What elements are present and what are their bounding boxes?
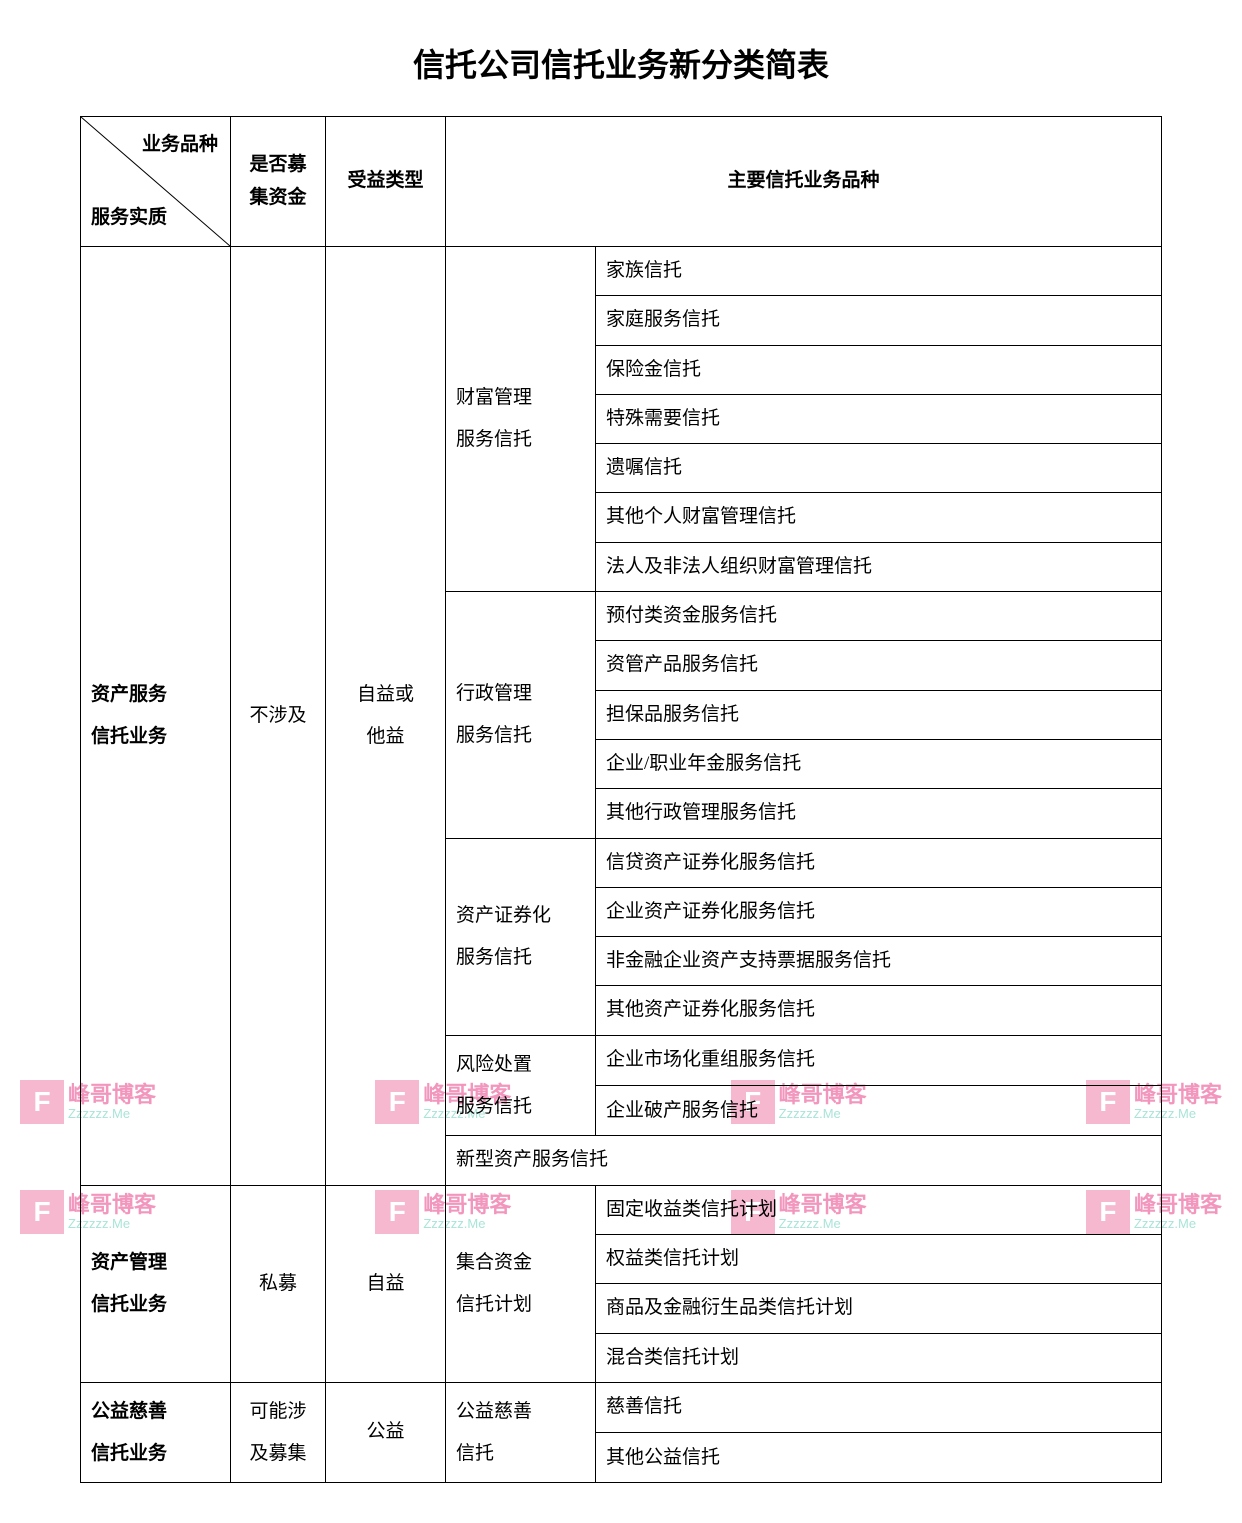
section1-ben-l2: 他益 (336, 716, 435, 758)
item-cell: 预付类资金服务信托 (596, 592, 1162, 641)
section2-name: 资产管理 信托业务 (81, 1185, 231, 1382)
page-title: 信托公司信托业务新分类简表 (80, 40, 1162, 86)
section3-group-label: 公益慈善 信托 (446, 1382, 596, 1483)
section3-funding-l2: 及募集 (241, 1433, 315, 1475)
item-cell: 权益类信托计划 (596, 1234, 1162, 1283)
item-cell: 保险金信托 (596, 345, 1162, 394)
section1-group1-label: 行政管理 服务信托 (446, 592, 596, 838)
item-cell: 其他公益信托 (596, 1433, 1162, 1483)
item-cell: 家族信托 (596, 247, 1162, 296)
item-cell: 担保品服务信托 (596, 690, 1162, 739)
group-label: 服务信托 (456, 715, 585, 757)
group-label: 服务信托 (456, 1086, 585, 1128)
group-label: 公益慈善 (456, 1391, 585, 1433)
item-cell: 混合类信托计划 (596, 1333, 1162, 1382)
group-label: 行政管理 (456, 673, 585, 715)
header-col2: 是否募集资金 (231, 117, 326, 247)
section3-beneficiary: 公益 (326, 1382, 446, 1483)
section1-group0-label: 财富管理 服务信托 (446, 247, 596, 592)
group-label: 财富管理 (456, 377, 585, 419)
group-label: 集合资金 (456, 1242, 585, 1284)
section1-newtype: 新型资产服务信托 (446, 1136, 1162, 1185)
section1-beneficiary: 自益或 他益 (326, 247, 446, 1186)
header-col3: 受益类型 (326, 117, 446, 247)
group-label: 信托 (456, 1433, 585, 1475)
section2-name-l1: 资产管理 (91, 1242, 220, 1284)
section1-group3-label: 风险处置 服务信托 (446, 1035, 596, 1136)
section2-name-l2: 信托业务 (91, 1284, 220, 1326)
item-cell: 特殊需要信托 (596, 394, 1162, 443)
item-cell: 其他资产证券化服务信托 (596, 986, 1162, 1035)
item-cell: 企业/职业年金服务信托 (596, 739, 1162, 788)
item-cell: 资管产品服务信托 (596, 641, 1162, 690)
item-cell: 其他行政管理服务信托 (596, 789, 1162, 838)
group-label: 服务信托 (456, 419, 585, 461)
table-row: 资产管理 信托业务 私募 自益 集合资金 信托计划 固定收益类信托计划 (81, 1185, 1162, 1234)
watermark-logo-icon: F (20, 1190, 64, 1234)
item-cell: 信贷资产证券化服务信托 (596, 838, 1162, 887)
group-label: 资产证券化 (456, 895, 585, 937)
item-cell: 企业破产服务信托 (596, 1086, 1162, 1136)
group-label: 信托计划 (456, 1284, 585, 1326)
section3-funding: 可能涉 及募集 (231, 1382, 326, 1483)
section2-group-label: 集合资金 信托计划 (446, 1185, 596, 1382)
header-diagonal-cell: 业务品种 服务实质 (81, 117, 231, 247)
section1-name: 资产服务 信托业务 (81, 247, 231, 1186)
item-cell: 家庭服务信托 (596, 296, 1162, 345)
item-cell: 法人及非法人组织财富管理信托 (596, 542, 1162, 591)
item-cell: 固定收益类信托计划 (596, 1185, 1162, 1234)
header-col45: 主要信托业务品种 (446, 117, 1162, 247)
section3-name-l1: 公益慈善 (91, 1391, 220, 1433)
header-diag-top: 业务品种 (142, 129, 218, 161)
table-row: 公益慈善 信托业务 可能涉 及募集 公益 公益慈善 信托 慈善信托 (81, 1382, 1162, 1432)
section1-funding: 不涉及 (231, 247, 326, 1186)
section3-name: 公益慈善 信托业务 (81, 1382, 231, 1483)
section3-funding-l1: 可能涉 (241, 1391, 315, 1433)
section1-group2-label: 资产证券化 服务信托 (446, 838, 596, 1035)
item-cell: 遗嘱信托 (596, 444, 1162, 493)
item-cell: 企业市场化重组服务信托 (596, 1035, 1162, 1085)
section1-name-l2: 信托业务 (91, 716, 220, 758)
section1-ben-l1: 自益或 (336, 674, 435, 716)
watermark-logo-icon: F (20, 1080, 64, 1124)
section3-name-l2: 信托业务 (91, 1433, 220, 1475)
section2-beneficiary: 自益 (326, 1185, 446, 1382)
table-header-row: 业务品种 服务实质 是否募集资金 受益类型 主要信托业务品种 (81, 117, 1162, 247)
item-cell: 企业资产证券化服务信托 (596, 887, 1162, 936)
table-row: 资产服务 信托业务 不涉及 自益或 他益 财富管理 服务信托 家族信托 (81, 247, 1162, 296)
item-cell: 其他个人财富管理信托 (596, 493, 1162, 542)
group-label: 风险处置 (456, 1044, 585, 1086)
item-cell: 商品及金融衍生品类信托计划 (596, 1284, 1162, 1333)
section1-name-l1: 资产服务 (91, 674, 220, 716)
header-diag-bottom: 服务实质 (91, 202, 167, 234)
group-label: 服务信托 (456, 937, 585, 979)
classification-table: 业务品种 服务实质 是否募集资金 受益类型 主要信托业务品种 资产服务 信托业务… (80, 116, 1162, 1483)
item-cell: 非金融企业资产支持票据服务信托 (596, 937, 1162, 986)
section2-funding: 私募 (231, 1185, 326, 1382)
item-cell: 慈善信托 (596, 1382, 1162, 1432)
